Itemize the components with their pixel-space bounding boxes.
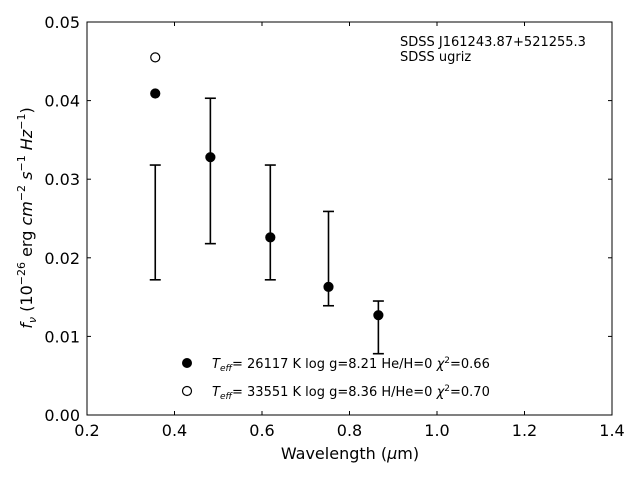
model-point-filled: [323, 281, 334, 292]
y-tick-label: 0.04: [44, 92, 80, 111]
photometry-label: SDSS ugriz: [400, 50, 471, 65]
y-tick-label: 0.02: [44, 249, 80, 268]
y-tick-label: 0.00: [44, 406, 80, 425]
model-point-filled: [150, 88, 161, 99]
model-point-filled: [205, 152, 216, 163]
x-axis-ticks: 0.2 0.4 0.6 0.8 1.0 1.2 1.4: [74, 22, 625, 440]
model-point-filled: [265, 232, 276, 243]
y-axis-label: fν (10−26 erg cm−2 s−1 Hz−1): [15, 107, 39, 328]
x-tick-label: 1.0: [424, 421, 449, 440]
x-axis-label: Wavelength (μm): [281, 444, 419, 463]
x-tick-label: 1.4: [599, 421, 624, 440]
model-point-open: [150, 52, 161, 63]
legend-entry-1: Teff= 26117 K log g=8.21 He/H=0 χ2=0.66: [212, 356, 490, 374]
y-tick-label: 0.03: [44, 170, 80, 189]
object-name-label: SDSS J161243.87+521255.3: [400, 35, 586, 50]
y-tick-label: 0.01: [44, 327, 80, 346]
x-tick-label: 0.4: [162, 421, 187, 440]
legend-entry-2: Teff= 33551 K log g=8.36 H/He=0 χ2=0.70: [212, 384, 490, 402]
x-tick-label: 0.6: [249, 421, 274, 440]
model-point-filled: [373, 310, 384, 321]
legend: Teff= 26117 K log g=8.21 He/H=0 χ2=0.66 …: [181, 356, 490, 402]
y-axis-ticks: 0.00 0.01 0.02 0.03 0.04 0.05: [44, 13, 612, 425]
x-tick-label: 0.8: [337, 421, 362, 440]
y-tick-label: 0.05: [44, 13, 80, 32]
x-tick-label: 1.2: [512, 421, 537, 440]
legend-marker-open: [181, 385, 193, 397]
plot-layer: [149, 52, 384, 355]
x-tick-label: 0.2: [74, 421, 99, 440]
legend-marker-filled: [182, 358, 192, 368]
